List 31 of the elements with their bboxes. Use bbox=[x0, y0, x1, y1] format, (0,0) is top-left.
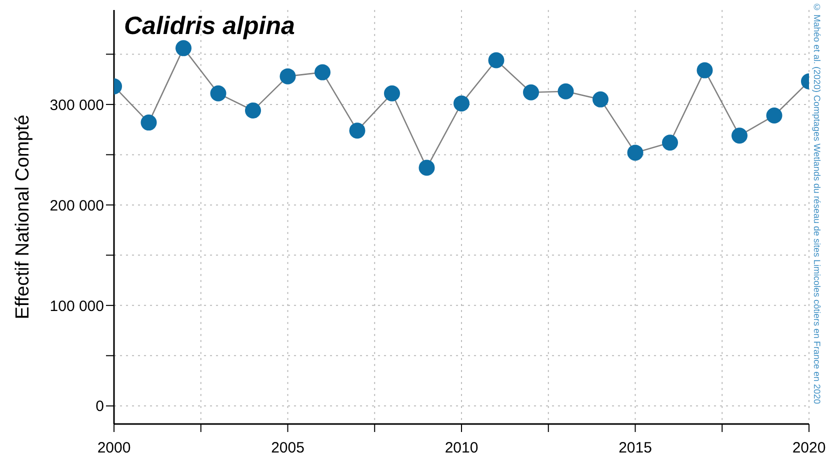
point bbox=[349, 122, 366, 139]
y-tick-label: 300 000 bbox=[50, 96, 104, 114]
point bbox=[523, 84, 539, 100]
point bbox=[592, 91, 608, 108]
point bbox=[454, 95, 470, 112]
y-tick-label: 100 000 bbox=[50, 298, 104, 315]
point bbox=[662, 134, 678, 151]
point bbox=[245, 102, 261, 118]
x-tick-label: 2010 bbox=[444, 440, 478, 457]
point bbox=[280, 68, 296, 84]
point bbox=[418, 160, 435, 176]
point bbox=[766, 108, 782, 124]
text: © Mahéo et al. (2020) Comptages Wetlands du réseau de sites Limicoles côtiers en France en 2020 bbox=[812, 2, 822, 404]
y-tick-label: 200 000 bbox=[50, 197, 104, 214]
point bbox=[314, 64, 330, 80]
x-tick-label: 2020 bbox=[792, 440, 826, 457]
point bbox=[558, 83, 574, 100]
x-tick-label: 2005 bbox=[271, 440, 304, 457]
point bbox=[384, 85, 400, 102]
x-tick-label: 2015 bbox=[618, 440, 652, 457]
point bbox=[696, 62, 713, 78]
chart-title: Calidris alpina bbox=[124, 12, 295, 41]
point bbox=[627, 144, 644, 161]
point bbox=[140, 114, 157, 131]
point bbox=[732, 128, 748, 144]
point bbox=[488, 52, 504, 68]
point bbox=[176, 40, 192, 56]
y-tick-label: 0 bbox=[96, 398, 104, 416]
y-axis-title: Effectif National Compté bbox=[12, 114, 34, 320]
x-tick-label: 2000 bbox=[97, 440, 131, 457]
point bbox=[210, 85, 226, 102]
